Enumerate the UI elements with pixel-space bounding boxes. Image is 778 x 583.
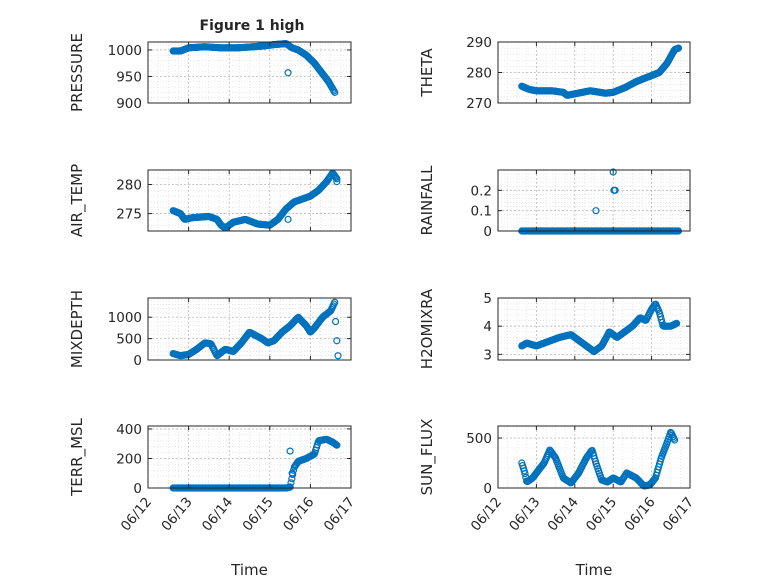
data-point [331,88,339,96]
data-point [333,337,341,345]
y-tick-label: 270 [466,96,492,112]
data-point [333,175,341,183]
y-tick-label: 4 [483,319,492,335]
data-point [288,475,296,483]
subplot-theta: 270 280 290 THETA [418,35,691,112]
data-point [333,441,341,449]
x-tick-label: 06/13 [158,494,195,534]
data-point [671,436,679,444]
y-axis-label: RAINFALL [418,165,436,236]
y-tick-label: 0 [133,481,142,497]
x-axis-label: Time [575,561,613,579]
axes-box [497,169,691,232]
x-tick-label: 06/17 [660,494,697,534]
axes-box [147,41,352,104]
x-tick-label: 06/16 [621,494,658,534]
axes-box [497,425,691,489]
axes-box [497,297,691,361]
subplot-grid: 900 950 1000 PRESSURE 270 280 290 THETA 275 280 AI… [68,33,697,579]
axes-box [147,425,352,489]
data-point [334,352,342,360]
subplot-h2omixra: 3 4 5 H2OMIXRA [418,288,691,369]
y-tick-label: 0.2 [471,183,492,199]
x-axis-label: Time [230,561,268,579]
x-tick-label: 06/15 [583,494,620,534]
y-axis-label: MIXDEPTH [68,290,86,368]
y-tick-label: 900 [116,96,142,112]
x-tick-label: 06/12 [118,494,155,534]
y-tick-label: 5 [483,291,492,307]
data-point [333,178,341,186]
x-tick-label: 06/12 [468,494,505,534]
y-tick-label: 500 [466,431,492,447]
y-axis-label: THETA [418,48,436,98]
data-point [287,479,295,487]
subplot-pressure: 900 950 1000 PRESSURE [68,33,352,112]
y-tick-label: 400 [116,422,142,438]
y-tick-label: 0.1 [471,204,492,220]
y-tick-label: 290 [466,35,492,51]
data-point [286,483,294,491]
data-point [286,447,294,455]
subplot-rainfall: 0 0.1 0.2 RAINFALL [418,165,691,240]
data-point [672,319,681,327]
x-tick-label: 06/17 [321,494,358,534]
data-point [611,186,619,194]
y-tick-label: 500 [116,332,142,348]
y-tick-label: 3 [483,347,492,363]
data-point [651,475,659,483]
y-tick-label: 1000 [108,310,142,326]
data-point [288,469,296,477]
data-point [609,168,617,176]
data-point [310,450,318,458]
data-point [674,44,683,52]
data-point [284,215,292,223]
subplot-air-temp: 275 280 AIR_TEMP [68,164,352,237]
y-tick-label: 0 [483,481,492,497]
axes-box [147,169,352,232]
data-point [332,173,340,182]
x-tick-label: 06/14 [199,494,236,534]
x-tick-label: 06/16 [280,494,317,534]
y-axis-label: PRESSURE [68,33,86,112]
y-tick-label: 1000 [108,43,142,59]
data-point [521,470,529,478]
subplot-terr-msl: 0 200 400 TERR_MSL 06/12 06/13 06/14 06/15 06/16… [68,417,358,579]
data-point [284,69,292,77]
x-tick-label: 06/13 [506,494,543,534]
subplot-sun-flux: 0 500 SUN_FLUX 06/12 06/13 06/14 06/15 06/16 06/… [418,419,697,579]
y-axis-label: H2OMIXRA [418,288,436,369]
y-tick-label: 0 [133,353,142,369]
subplot-mixdepth: 0 500 1000 MIXDEPTH [68,290,352,369]
y-axis-label: AIR_TEMP [68,164,87,237]
data-point [331,298,339,306]
y-tick-label: 280 [116,178,142,194]
figure-title: Figure 1 high [200,18,305,34]
data-point [592,207,600,215]
y-axis-label: SUN_FLUX [418,419,437,496]
x-tick-label: 06/15 [240,494,277,534]
y-tick-label: 280 [466,66,492,82]
axes-box [147,297,352,361]
y-tick-label: 200 [116,451,142,467]
data-point [331,317,340,326]
y-axis-label: TERR_MSL [68,417,87,496]
y-tick-label: 0 [483,224,492,240]
y-tick-label: 275 [116,207,142,223]
x-tick-label: 06/14 [545,494,582,534]
y-tick-label: 950 [116,69,142,85]
